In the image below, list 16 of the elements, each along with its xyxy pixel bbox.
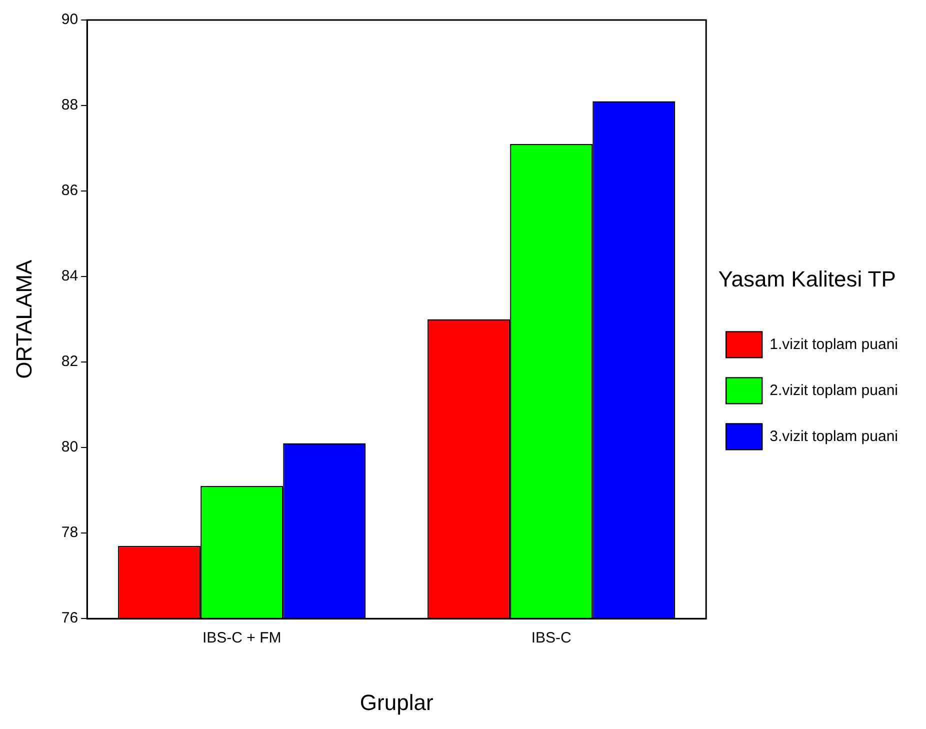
y-tick-label: 78 bbox=[61, 524, 78, 542]
legend-label: 2.vizit toplam puani bbox=[770, 382, 898, 399]
legend-label: 3.vizit toplam puani bbox=[770, 428, 898, 445]
x-tick-label: IBS-C + FM bbox=[202, 630, 282, 647]
y-tick-label: 76 bbox=[61, 610, 78, 627]
y-tick-label: 82 bbox=[61, 353, 78, 370]
y-tick-label: 80 bbox=[61, 438, 78, 456]
y-axis-title: ORTALAMA bbox=[11, 259, 36, 379]
y-tick-label: 88 bbox=[61, 96, 78, 114]
y-tick-label: 86 bbox=[61, 182, 78, 200]
x-axis-title: Gruplar bbox=[360, 690, 434, 715]
y-tick-label: 84 bbox=[61, 268, 78, 285]
legend-title: Yasam Kalitesi TP bbox=[718, 266, 896, 292]
legend-label: 1.vizit toplam puani bbox=[770, 336, 898, 353]
y-tick-label: 90 bbox=[61, 11, 78, 28]
x-tick-label: IBS-C bbox=[531, 630, 572, 647]
